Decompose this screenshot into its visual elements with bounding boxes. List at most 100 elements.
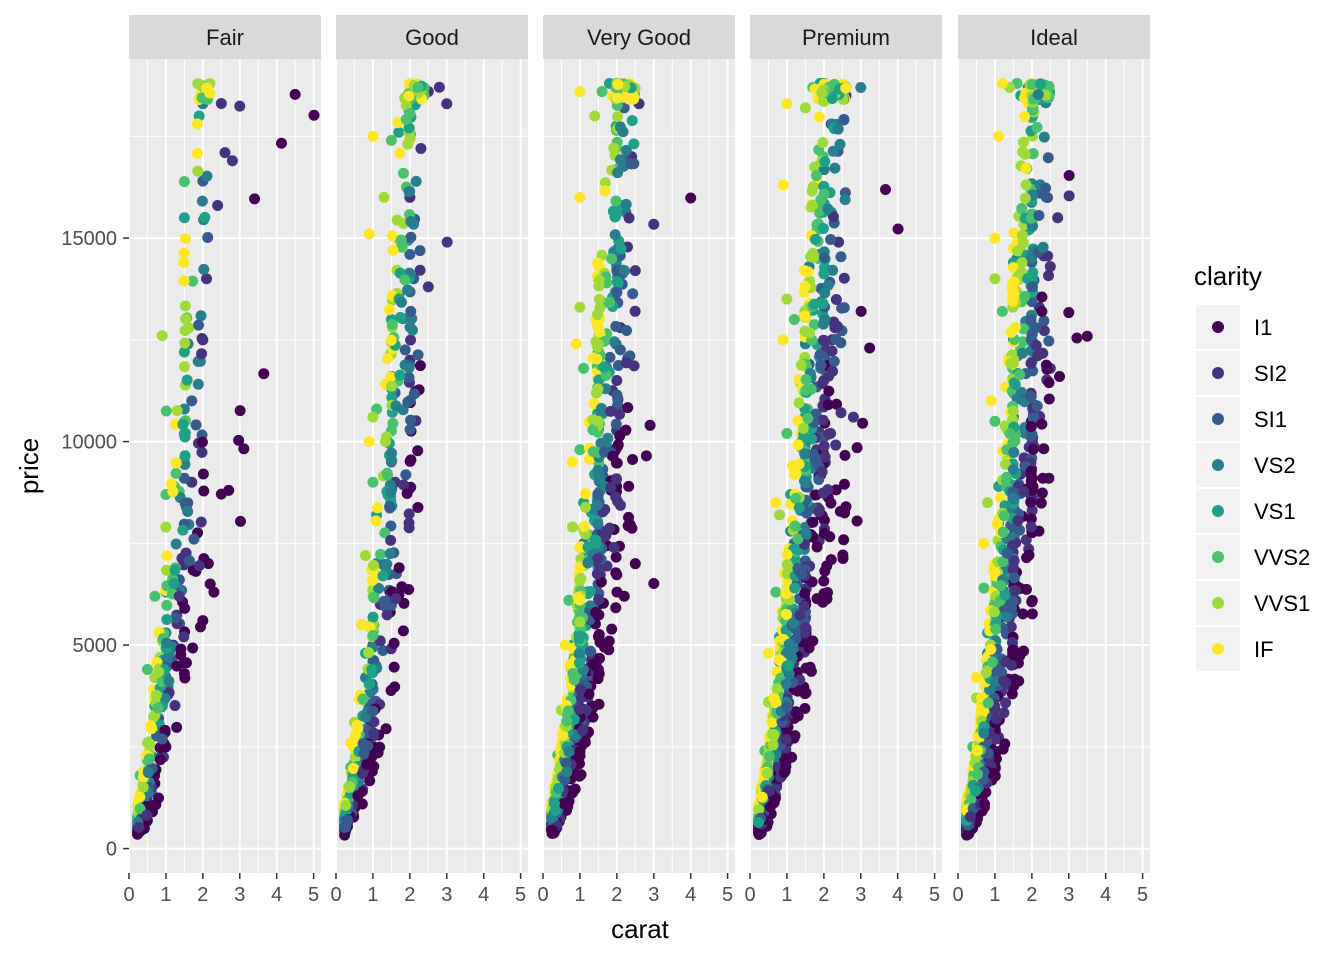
data-point	[593, 594, 605, 606]
data-point	[611, 92, 623, 104]
data-point	[380, 723, 392, 735]
data-point	[767, 716, 779, 728]
data-point	[178, 176, 190, 188]
data-point	[201, 273, 213, 285]
x-tick-label: 5	[1137, 884, 1148, 906]
data-point	[838, 114, 850, 126]
data-point	[574, 301, 586, 313]
data-point	[626, 115, 638, 127]
data-point	[385, 447, 397, 459]
data-point	[579, 736, 591, 748]
data-point	[809, 233, 821, 245]
data-point	[559, 639, 571, 651]
facet-label: Very Good	[587, 25, 691, 50]
data-point	[1025, 513, 1037, 525]
data-point	[970, 672, 982, 684]
data-point	[402, 284, 414, 296]
data-point	[818, 188, 830, 200]
data-point	[1025, 357, 1037, 369]
x-tick-label: 4	[478, 884, 489, 906]
data-point	[836, 302, 848, 314]
facet-label: Good	[405, 25, 459, 50]
data-point	[1020, 583, 1032, 595]
data-point	[830, 439, 842, 451]
data-point	[1005, 621, 1017, 633]
data-point	[793, 397, 805, 409]
data-point	[1032, 350, 1044, 362]
data-point	[807, 251, 819, 263]
data-point	[574, 86, 586, 98]
data-point	[593, 280, 605, 292]
data-point	[1027, 443, 1039, 455]
data-point	[405, 454, 417, 466]
data-point	[574, 616, 586, 628]
data-point	[382, 353, 394, 365]
x-axis: 0 1 2 3 4 5	[952, 873, 1148, 906]
points-layer	[338, 77, 453, 841]
data-point	[855, 81, 867, 93]
data-point	[1016, 257, 1028, 269]
data-point	[622, 402, 634, 414]
data-point	[378, 191, 390, 203]
data-point	[402, 138, 414, 150]
data-point	[339, 829, 351, 841]
data-point	[781, 701, 793, 713]
data-point	[397, 625, 409, 637]
data-point	[764, 785, 776, 797]
data-point	[818, 575, 830, 587]
data-point	[768, 797, 780, 809]
data-point	[806, 199, 818, 211]
data-point	[996, 305, 1008, 317]
data-point	[578, 362, 590, 374]
data-point	[847, 411, 859, 423]
data-point	[381, 609, 393, 621]
data-point	[822, 203, 834, 215]
data-point	[799, 280, 811, 292]
legend-label: SI2	[1254, 361, 1287, 386]
data-point	[179, 431, 191, 443]
data-point	[404, 107, 416, 119]
data-point	[579, 488, 591, 500]
x-tick-label: 4	[271, 884, 282, 906]
data-point	[379, 527, 391, 539]
data-point	[610, 195, 622, 207]
data-point	[258, 368, 270, 380]
data-point	[822, 399, 834, 411]
data-point	[161, 614, 173, 626]
data-point	[396, 581, 408, 593]
data-point	[179, 602, 191, 614]
data-point	[160, 405, 172, 417]
data-point	[592, 415, 604, 427]
data-point	[591, 353, 603, 365]
data-point	[403, 186, 415, 198]
data-point	[546, 824, 558, 836]
data-point	[606, 623, 618, 635]
data-point	[817, 222, 829, 234]
data-point	[156, 733, 168, 745]
x-tick-label: 2	[611, 884, 622, 906]
data-point	[308, 109, 320, 121]
legend-swatch	[1212, 551, 1224, 563]
facet-strip	[336, 15, 528, 59]
data-point	[799, 102, 811, 114]
data-point	[840, 82, 852, 94]
y-tick-label: 0	[106, 839, 117, 861]
data-point	[219, 147, 231, 159]
data-point	[249, 193, 261, 205]
y-tick-label: 5000	[73, 635, 118, 657]
data-point	[1026, 484, 1038, 496]
data-point	[579, 501, 591, 513]
data-point	[600, 383, 612, 395]
data-point	[794, 609, 806, 621]
legend-label: VVS1	[1254, 591, 1310, 616]
data-point	[402, 396, 414, 408]
data-point	[173, 590, 185, 602]
data-point	[838, 534, 850, 546]
data-point	[1014, 369, 1026, 381]
data-point	[569, 783, 581, 795]
data-point	[412, 501, 424, 513]
data-point	[592, 464, 604, 476]
x-axis: 0 1 2 3 4 5	[330, 873, 526, 906]
data-point	[178, 275, 190, 287]
data-point	[1018, 645, 1030, 657]
